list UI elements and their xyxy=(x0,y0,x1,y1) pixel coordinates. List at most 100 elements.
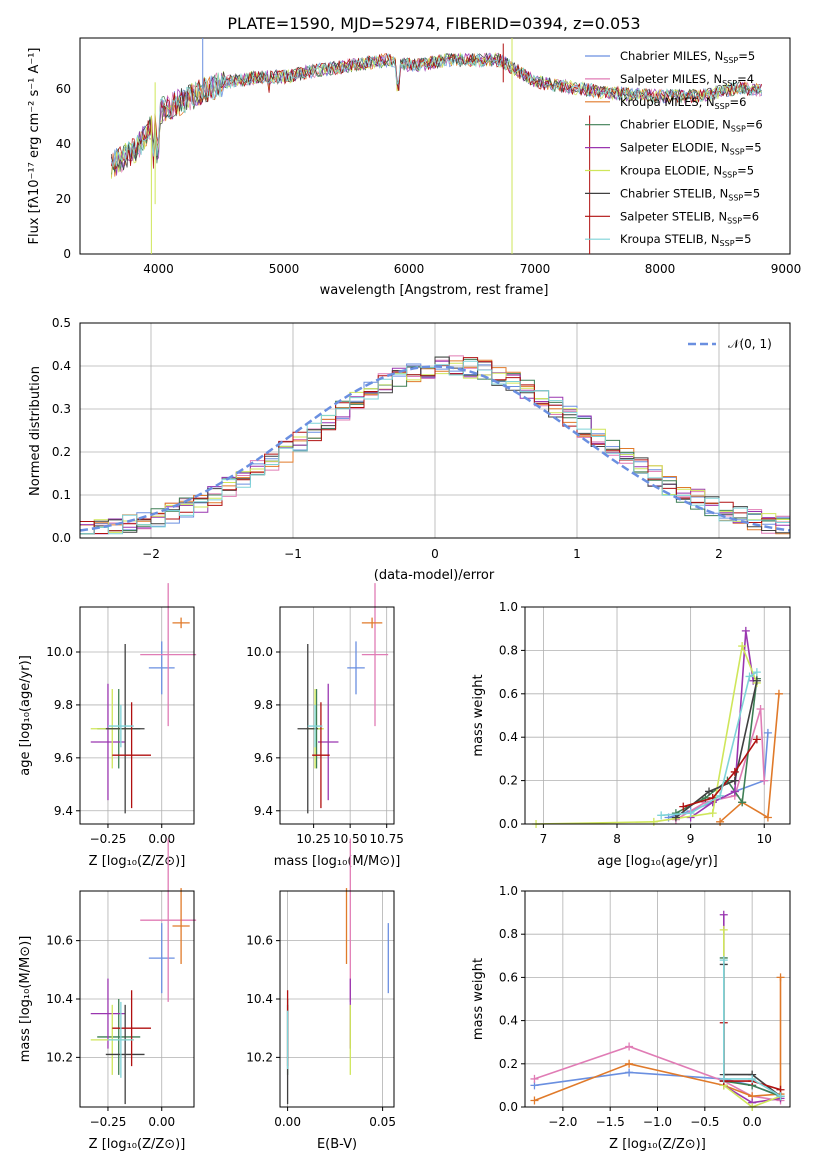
legend-entry: Kroupa ELODIE, NSSP=5 xyxy=(620,164,754,180)
legend-entry: Chabrier MILES, NSSP=5 xyxy=(620,49,755,65)
legend-subscript: SSP xyxy=(722,79,737,88)
legend-count: =5 xyxy=(738,49,755,63)
x-tick: 9000 xyxy=(771,262,802,276)
age-vs-Z-panel: −0.25 0.00 9.4 9.6 9.8 10.0 Z [log₁₀(Z/Z⊙)] age… xyxy=(18,583,197,869)
x-tick: −0.25 xyxy=(90,832,127,846)
data-point xyxy=(708,809,717,818)
y-tick: 40 xyxy=(56,137,71,151)
y-axis-label: mass [log₁₀(M/M⊙)] xyxy=(18,936,33,1063)
axes-frame xyxy=(524,606,791,825)
x-tick: 0.00 xyxy=(148,1115,175,1129)
legend-subscript: SSP xyxy=(720,239,735,248)
mass-vs-ebv-panel: 0.00 0.05 10.2 10.4 10.6 E(B-V) xyxy=(246,838,396,1152)
data-point xyxy=(760,776,769,785)
data-point xyxy=(625,1042,634,1051)
data-point xyxy=(763,728,772,737)
mw-vs-Z-panel: −2.0 −1.5 −1.0 −0.5 0.0 0.0 0.2 0.4 0.6 0.8 1.0 Z [… xyxy=(471,884,791,1152)
data-point xyxy=(719,925,728,934)
data-point xyxy=(748,1074,757,1083)
data-point xyxy=(730,787,739,796)
histogram-x-ticks: −2 −1 0 1 2 xyxy=(142,547,723,561)
x-tick: 1 xyxy=(573,547,581,561)
y-tick: 9.6 xyxy=(54,751,73,765)
series-line xyxy=(683,738,758,808)
spectrum-x-label: wavelength [Angstrom, rest frame] xyxy=(320,283,549,298)
legend-subscript: SSP xyxy=(715,102,730,111)
data-point xyxy=(686,809,695,818)
spectrum-y-ticks: 0 20 40 60 xyxy=(56,82,71,261)
x-tick: 6000 xyxy=(394,262,425,276)
legend-label: Salpeter MILES, N xyxy=(620,72,722,86)
x-tick: −2 xyxy=(142,547,160,561)
legend-label: Salpeter ELODIE, N xyxy=(620,141,730,155)
y-tick: 0.0 xyxy=(499,817,518,831)
y-tick: 10.4 xyxy=(46,992,73,1006)
x-tick: 4000 xyxy=(143,262,174,276)
spectrum-series-line xyxy=(110,52,763,167)
spectrum-x-ticks: 4000 5000 6000 7000 8000 9000 xyxy=(143,262,801,276)
histogram-x-label: (data-model)/error xyxy=(374,568,495,583)
data-point xyxy=(776,973,785,982)
data-point xyxy=(741,626,750,635)
y-tick: 0.8 xyxy=(499,643,518,657)
x-tick: −2.0 xyxy=(548,1115,577,1129)
legend-subscript: SSP xyxy=(727,216,742,225)
y-axis-label: mass weight xyxy=(471,674,486,756)
data-point xyxy=(625,1059,634,1068)
y-tick: 0.4 xyxy=(52,359,71,373)
x-tick: −1 xyxy=(284,547,302,561)
series-line xyxy=(675,680,758,819)
y-tick: 10.0 xyxy=(46,645,73,659)
x-tick: −0.25 xyxy=(90,1115,127,1129)
data-point xyxy=(756,704,765,713)
legend-label: Chabrier MILES, N xyxy=(620,49,723,63)
data-point xyxy=(738,798,747,807)
legend-count: =5 xyxy=(745,141,762,155)
y-tick: 20 xyxy=(56,192,71,206)
legend-entry: Chabrier ELODIE, NSSP=6 xyxy=(620,118,763,134)
x-tick: −1.0 xyxy=(643,1115,672,1129)
legend-entry: Kroupa MILES, NSSP=6 xyxy=(620,95,746,111)
legend-label: Kroupa ELODIE, N xyxy=(620,164,722,178)
data-point xyxy=(719,956,728,965)
x-tick: 0.00 xyxy=(274,1115,301,1129)
legend-label: Kroupa STELIB, N xyxy=(620,232,720,246)
legend-label: Chabrier ELODIE, N xyxy=(620,118,731,132)
x-axis-label: mass [log₁₀(M/M⊙)] xyxy=(274,854,401,869)
series-line xyxy=(534,977,782,1102)
data-point xyxy=(530,1096,539,1105)
y-tick: 0.2 xyxy=(499,1057,518,1071)
y-tick: 60 xyxy=(56,82,71,96)
legend-label: Salpeter STELIB, N xyxy=(620,209,727,223)
y-tick: 9.6 xyxy=(254,751,273,765)
x-tick: 10.25 xyxy=(296,832,330,846)
spectrum-panel: 4000 5000 6000 7000 8000 9000 0 20 40 60… xyxy=(27,37,801,298)
legend-count: =6 xyxy=(742,209,759,223)
data-point xyxy=(763,813,772,822)
data-point xyxy=(625,1068,634,1077)
legend-count: =5 xyxy=(735,232,752,246)
x-tick: −1.5 xyxy=(596,1115,625,1129)
y-tick: 9.4 xyxy=(254,804,273,818)
y-tick: 0.8 xyxy=(499,927,518,941)
legend-count: =6 xyxy=(746,118,763,132)
x-axis-label: Z [log₁₀(Z/Z⊙)] xyxy=(89,854,186,869)
data-point xyxy=(719,910,728,919)
mass-vs-Z-panel: −0.25 0.00 10.2 10.4 10.6 Z [log₁₀(Z/Z⊙)] mass… xyxy=(18,838,197,1152)
legend-count: =6 xyxy=(730,95,747,109)
legend-label: Kroupa MILES, N xyxy=(620,95,715,109)
data-point xyxy=(776,1092,785,1101)
data-point xyxy=(738,642,747,651)
data-point xyxy=(730,776,739,785)
x-tick: 0.0 xyxy=(743,1115,762,1129)
y-tick: 0.2 xyxy=(52,445,71,459)
histogram-y-label: Normed distribution xyxy=(28,366,43,496)
histogram-step xyxy=(80,357,790,534)
axes-frame xyxy=(524,890,791,1108)
y-tick: 10.6 xyxy=(246,934,273,948)
legend-subscript: SSP xyxy=(722,171,737,180)
y-tick: 0.4 xyxy=(499,1014,518,1028)
legend-count: =5 xyxy=(743,186,760,200)
y-tick: 9.8 xyxy=(254,698,273,712)
data-point xyxy=(745,672,754,681)
